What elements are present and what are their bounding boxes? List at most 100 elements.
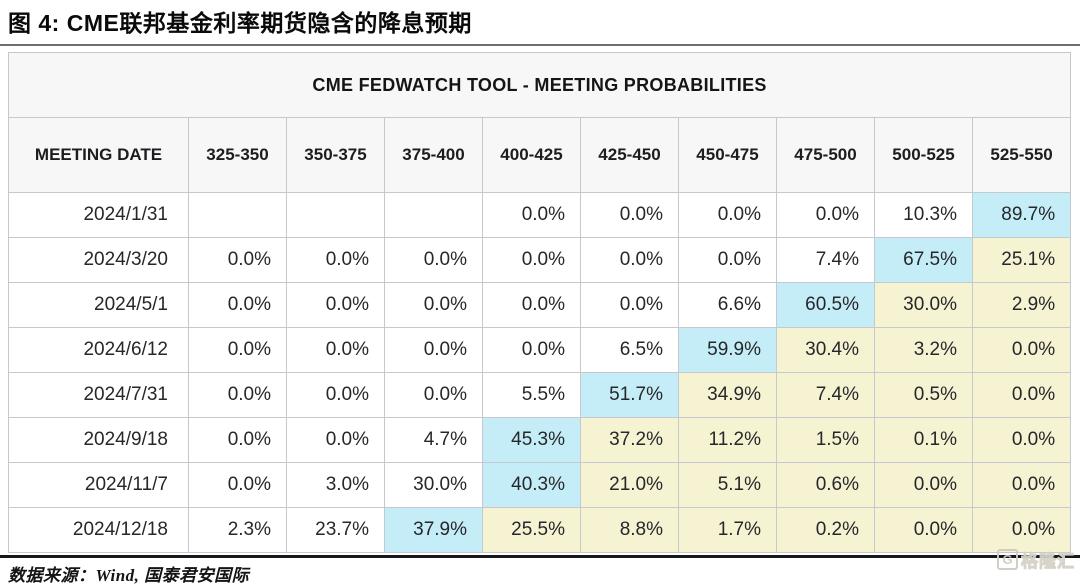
probability-cell: 7.4% <box>776 237 875 283</box>
probability-cell: 60.5% <box>776 282 875 328</box>
probability-cell: 0.0% <box>874 507 973 553</box>
probability-cell: 0.0% <box>482 327 581 373</box>
probability-cell: 25.1% <box>971 237 1072 283</box>
table-row: 2024/5/1 0.0% 0.0% 0.0% 0.0% 0.0% 6.6% 60.5% 30.… <box>8 282 1072 328</box>
meeting-date-cell: 2024/3/20 <box>8 237 189 283</box>
rate-range-header: 450-475 <box>678 117 777 193</box>
meeting-date-cell: 2024/5/1 <box>8 282 189 328</box>
probability-cell: 40.3% <box>482 462 581 508</box>
probability-cell: 2.9% <box>971 282 1072 328</box>
probability-cell: 30.0% <box>384 462 483 508</box>
probability-cell: 4.7% <box>384 417 483 463</box>
table-row: 2024/11/7 0.0% 3.0% 30.0% 40.3% 21.0% 5.1% 0.6%… <box>8 462 1072 508</box>
probability-cell: 0.0% <box>678 237 777 283</box>
probability-cell: 30.4% <box>776 327 875 373</box>
probability-cell: 0.0% <box>580 192 679 238</box>
rate-range-header: 475-500 <box>776 117 875 193</box>
probability-cell: 7.4% <box>776 372 875 418</box>
probability-cell: 10.3% <box>874 192 973 238</box>
probability-cell: 6.5% <box>580 327 679 373</box>
probability-cell: 0.0% <box>482 237 581 283</box>
table-title: CME FEDWATCH TOOL - MEETING PROBABILITIE… <box>7 52 1072 118</box>
probability-cell: 5.1% <box>678 462 777 508</box>
meeting-date-cell: 2024/7/31 <box>8 372 189 418</box>
probability-cell: 67.5% <box>874 237 973 283</box>
probability-cell: 0.0% <box>286 417 385 463</box>
probability-cell: 1.5% <box>776 417 875 463</box>
probability-cell: 25.5% <box>482 507 581 553</box>
probability-cell: 8.8% <box>580 507 679 553</box>
probability-cell: 0.6% <box>776 462 875 508</box>
probability-cell: 0.0% <box>188 372 287 418</box>
probability-cell: 21.0% <box>580 462 679 508</box>
probability-cell: 0.1% <box>874 417 973 463</box>
rate-range-header: 425-450 <box>580 117 679 193</box>
table-row: 2024/1/31 0.0% 0.0% 0.0% 0.0% 10.3% 89.7% <box>8 192 1072 238</box>
rate-range-header: 400-425 <box>482 117 581 193</box>
gelonghui-logo-icon: G <box>997 549 1018 570</box>
probability-cell: 0.0% <box>776 192 875 238</box>
probability-cell: 0.0% <box>971 327 1072 373</box>
probability-cell: 3.2% <box>874 327 973 373</box>
meeting-date-header: MEETING DATE <box>8 117 189 193</box>
probability-cell <box>286 192 385 238</box>
title-divider <box>0 44 1080 46</box>
table-row: 2024/9/18 0.0% 0.0% 4.7% 45.3% 37.2% 11.2% 1.5%… <box>8 417 1072 463</box>
table-row: 2024/3/20 0.0% 0.0% 0.0% 0.0% 0.0% 0.0% 7.4% 67.… <box>8 237 1072 283</box>
rate-range-header: 525-550 <box>971 117 1072 193</box>
meeting-date-cell: 2024/9/18 <box>8 417 189 463</box>
probability-cell: 59.9% <box>678 327 777 373</box>
probability-cell: 0.0% <box>971 462 1072 508</box>
probability-cell: 0.0% <box>384 282 483 328</box>
figure-title: 图 4: CME联邦基金利率期货隐含的降息预期 <box>8 10 472 36</box>
probability-cell: 0.0% <box>874 462 973 508</box>
probability-cell: 0.5% <box>874 372 973 418</box>
probability-cell: 0.0% <box>971 372 1072 418</box>
table-row: 2024/7/31 0.0% 0.0% 0.0% 5.5% 51.7% 34.9% 7.4% 0… <box>8 372 1072 418</box>
probability-cell: 0.0% <box>482 192 581 238</box>
probability-cell: 0.0% <box>971 507 1072 553</box>
probability-cell: 0.0% <box>188 237 287 283</box>
probability-cell: 0.0% <box>482 282 581 328</box>
meeting-date-cell: 2024/1/31 <box>8 192 189 238</box>
probability-cell: 0.0% <box>384 372 483 418</box>
meeting-date-cell: 2024/6/12 <box>8 327 189 373</box>
probability-cell: 6.6% <box>678 282 777 328</box>
fedwatch-table: CME FEDWATCH TOOL - MEETING PROBABILITIE… <box>7 52 1072 553</box>
probability-cell: 0.0% <box>188 417 287 463</box>
probability-cell: 0.0% <box>286 372 385 418</box>
probability-cell: 3.0% <box>286 462 385 508</box>
probability-cell: 0.0% <box>580 237 679 283</box>
probability-cell: 0.0% <box>384 327 483 373</box>
probability-cell: 30.0% <box>874 282 973 328</box>
probability-cell: 37.2% <box>580 417 679 463</box>
watermark: G 格隆汇 <box>997 547 1075 572</box>
rate-range-header: 375-400 <box>384 117 483 193</box>
meeting-date-cell: 2024/12/18 <box>8 507 189 553</box>
probability-cell: 0.0% <box>678 192 777 238</box>
probability-cell: 0.0% <box>384 237 483 283</box>
table-body: 2024/1/31 0.0% 0.0% 0.0% 0.0% 10.3% 89.7% 2024/… <box>8 192 1072 553</box>
probability-cell: 23.7% <box>286 507 385 553</box>
probability-cell: 0.0% <box>971 417 1072 463</box>
probability-cell: 2.3% <box>188 507 287 553</box>
probability-cell: 0.0% <box>286 237 385 283</box>
watermark-text: 格隆汇 <box>1021 552 1075 572</box>
probability-cell: 5.5% <box>482 372 581 418</box>
probability-cell: 45.3% <box>482 417 581 463</box>
probability-cell: 51.7% <box>580 372 679 418</box>
probability-cell: 0.0% <box>286 327 385 373</box>
table-title-row: CME FEDWATCH TOOL - MEETING PROBABILITIE… <box>7 52 1072 118</box>
table-row: 2024/6/12 0.0% 0.0% 0.0% 0.0% 6.5% 59.9% 30.4% 3… <box>8 327 1072 373</box>
rate-range-header: 350-375 <box>286 117 385 193</box>
probability-cell: 11.2% <box>678 417 777 463</box>
table-row: 2024/12/18 2.3% 23.7% 37.9% 25.5% 8.8% 1.7% 0.2… <box>8 507 1072 553</box>
probability-cell: 89.7% <box>971 192 1072 238</box>
rate-range-header: 325-350 <box>188 117 287 193</box>
probability-cell: 37.9% <box>384 507 483 553</box>
probability-cell: 0.0% <box>188 327 287 373</box>
probability-cell <box>188 192 287 238</box>
probability-cell: 0.0% <box>188 282 287 328</box>
probability-cell: 0.0% <box>188 462 287 508</box>
